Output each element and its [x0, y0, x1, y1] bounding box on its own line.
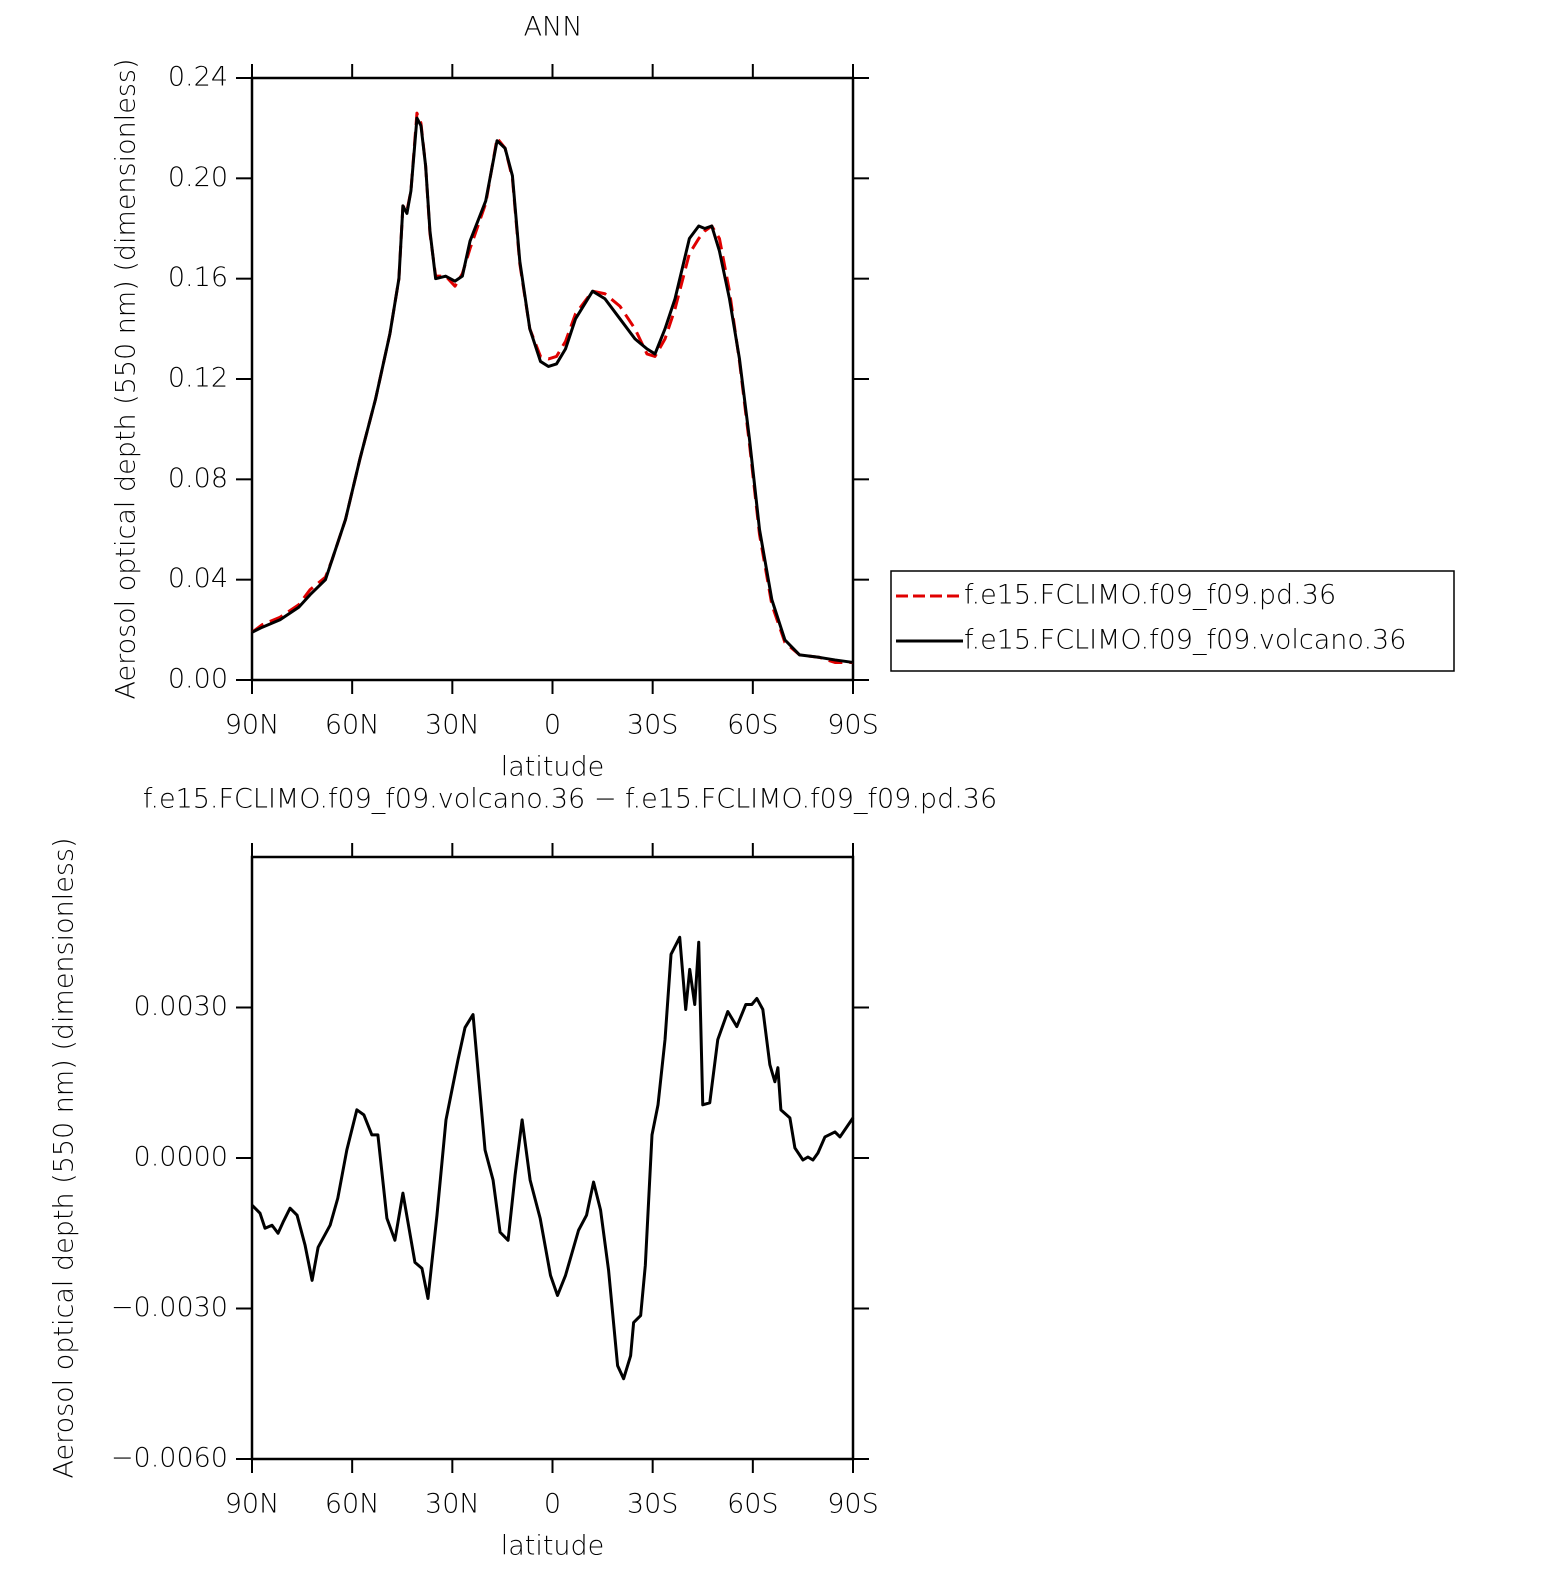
series-line — [250, 935, 855, 1381]
x-tick-label: 0 — [544, 710, 561, 741]
chart-title: ANN — [524, 12, 583, 43]
x-axis-label: latitude — [501, 1531, 605, 1562]
y-tick-label: 0.16 — [168, 262, 228, 293]
y-tick-label: −0.0030 — [111, 1292, 228, 1323]
legend-box — [890, 570, 1455, 672]
x-tick-label: 60S — [727, 710, 779, 741]
x-tick-label: 90N — [225, 1489, 280, 1520]
legend-label: f.e15.FCLIMO.f09_f09.volcano.36 — [964, 625, 1406, 656]
x-tick-label: 30S — [627, 1489, 679, 1520]
y-tick-label: 0.24 — [168, 62, 228, 93]
chart-title: f.e15.FCLIMO.f09_f09.volcano.36 − f.e15.… — [143, 784, 997, 815]
y-tick-label: 0.0000 — [134, 1142, 228, 1173]
legend-label: f.e15.FCLIMO.f09_f09.pd.36 — [964, 580, 1336, 611]
y-tick-label: 0.00 — [168, 664, 228, 695]
plot-frame — [250, 76, 855, 682]
x-tick-label: 60N — [325, 1489, 380, 1520]
x-tick-label: 0 — [544, 1489, 561, 1520]
y-tick-label: −0.0060 — [111, 1443, 228, 1474]
y-tick-label: 0.08 — [168, 463, 228, 494]
x-tick-label: 60N — [325, 710, 380, 741]
y-tick-label: 0.0030 — [134, 991, 228, 1022]
y-tick-label: 0.04 — [168, 563, 228, 594]
x-tick-label: 30N — [425, 710, 480, 741]
x-tick-label: 90S — [827, 1489, 879, 1520]
x-tick-label: 60S — [727, 1489, 779, 1520]
series-line — [251, 111, 853, 664]
y-axis-label: Aerosol optical depth (550 nm) (dimensio… — [49, 837, 80, 1478]
x-tick-label: 30S — [627, 710, 679, 741]
x-axis-label: latitude — [501, 752, 605, 783]
y-tick-label: 0.20 — [168, 162, 228, 193]
plot-frame — [250, 855, 855, 1461]
series-line — [251, 116, 854, 664]
x-tick-label: 90N — [225, 710, 280, 741]
x-tick-label: 90S — [827, 710, 879, 741]
y-axis-label: Aerosol optical depth (550 nm) (dimensio… — [111, 58, 142, 699]
y-tick-label: 0.12 — [168, 363, 228, 394]
x-tick-label: 30N — [425, 1489, 480, 1520]
